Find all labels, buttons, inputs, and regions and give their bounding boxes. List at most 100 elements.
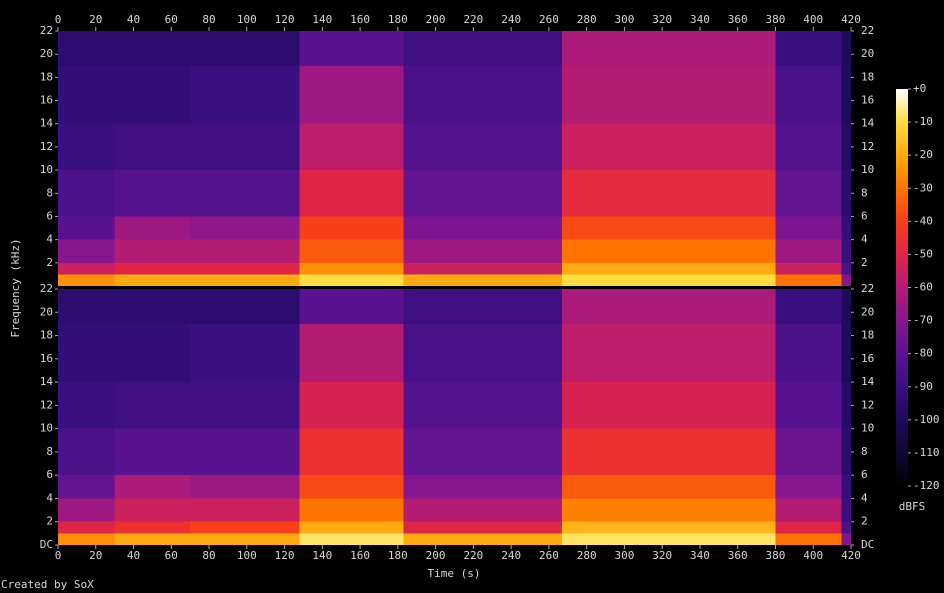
cell <box>114 382 191 429</box>
y-tick-label: 8 <box>46 186 53 199</box>
cell <box>190 323 300 383</box>
cell <box>114 31 191 66</box>
colorbar-tick-label: -70 <box>913 314 933 327</box>
x-tick-label: 160 <box>350 549 370 562</box>
cell <box>775 428 842 476</box>
cell <box>114 262 191 275</box>
colorbar-label: dBFS <box>899 500 926 513</box>
cell <box>190 475 300 499</box>
colorbar-tick-label: -120 <box>913 479 940 492</box>
cell <box>562 428 776 476</box>
x-tick-label: 0 <box>55 549 62 562</box>
x-tick-label: 220 <box>463 13 483 26</box>
cell <box>775 123 842 171</box>
cell <box>841 323 851 383</box>
cell <box>190 31 300 66</box>
y-tick-label: 18 <box>40 70 53 83</box>
cell <box>58 262 115 275</box>
colorbar-tick-label: -20 <box>913 148 933 161</box>
cell <box>775 323 842 383</box>
cell <box>299 533 404 545</box>
x-tick-label: 60 <box>165 13 178 26</box>
y-tick-label: 18 <box>861 329 874 342</box>
cell <box>190 216 300 240</box>
cell <box>114 498 191 522</box>
x-tick-label: 140 <box>312 13 332 26</box>
cell <box>775 216 842 240</box>
cell <box>58 521 115 534</box>
cell <box>403 323 563 383</box>
cell <box>299 123 404 171</box>
cell <box>775 498 842 522</box>
y-tick-label: 22 <box>40 24 53 37</box>
x-tick-label: 40 <box>127 13 140 26</box>
x-tick-label: 200 <box>426 549 446 562</box>
cell <box>114 216 191 240</box>
cell <box>841 31 851 66</box>
y-tick-label: 16 <box>40 94 53 107</box>
colorbar <box>896 89 908 486</box>
cell <box>841 521 851 534</box>
y-tick-label: 20 <box>40 47 53 60</box>
cell <box>775 274 842 286</box>
cell <box>58 323 115 383</box>
x-tick-label: 260 <box>539 549 559 562</box>
colorbar-tick-label: -80 <box>913 347 933 360</box>
x-tick-label: 400 <box>803 549 823 562</box>
x-tick-label: 400 <box>803 13 823 26</box>
cell <box>841 428 851 476</box>
x-tick-label: 300 <box>614 13 634 26</box>
cell <box>190 65 300 124</box>
x-tick-label: 340 <box>690 13 710 26</box>
x-tick-label: 40 <box>127 549 140 562</box>
y-tick-label: 2 <box>861 256 868 269</box>
cell <box>562 123 776 171</box>
cell <box>841 170 851 217</box>
cell <box>562 521 776 534</box>
cell <box>562 289 776 324</box>
cell <box>299 170 404 217</box>
cell <box>403 31 563 66</box>
cell <box>562 170 776 217</box>
cell <box>299 428 404 476</box>
cell <box>841 123 851 171</box>
cell <box>562 216 776 240</box>
cell <box>841 533 851 545</box>
cell <box>403 123 563 171</box>
cell <box>403 521 563 534</box>
cell <box>114 274 191 286</box>
cell <box>190 382 300 429</box>
x-tick-label: 20 <box>89 13 102 26</box>
y-tick-label: 20 <box>861 305 874 318</box>
cell <box>299 216 404 240</box>
cell <box>114 533 191 545</box>
y-tick-label: 16 <box>861 94 874 107</box>
y-tick-label: 14 <box>40 375 54 388</box>
x-tick-label: 240 <box>501 13 521 26</box>
x-tick-label: 380 <box>766 13 786 26</box>
x-axis-label: Time (s) <box>428 567 481 580</box>
cell <box>299 498 404 522</box>
cell <box>403 65 563 124</box>
x-tick-label: 20 <box>89 549 102 562</box>
colorbar-tick-label: +0 <box>913 82 926 95</box>
cell <box>114 521 191 534</box>
x-tick-label: 320 <box>652 549 672 562</box>
x-tick-label: 180 <box>388 549 408 562</box>
x-tick-label: 60 <box>165 549 178 562</box>
cell <box>403 498 563 522</box>
x-tick-label: 380 <box>766 549 786 562</box>
x-tick-label: 220 <box>463 549 483 562</box>
y-tick-label: 8 <box>861 445 868 458</box>
y-tick-label: 12 <box>40 398 53 411</box>
x-tick-label: 80 <box>202 549 215 562</box>
cell <box>299 323 404 383</box>
y-tick-label: 6 <box>46 209 53 222</box>
x-tick-label: 420 <box>841 13 861 26</box>
x-tick-label: 160 <box>350 13 370 26</box>
cell <box>775 475 842 499</box>
colorbar-tick-label: -30 <box>913 181 933 194</box>
cell <box>299 274 404 286</box>
colorbar-tick-label: -40 <box>913 214 933 227</box>
